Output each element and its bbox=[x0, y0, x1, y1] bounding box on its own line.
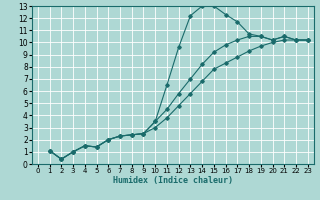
X-axis label: Humidex (Indice chaleur): Humidex (Indice chaleur) bbox=[113, 176, 233, 185]
